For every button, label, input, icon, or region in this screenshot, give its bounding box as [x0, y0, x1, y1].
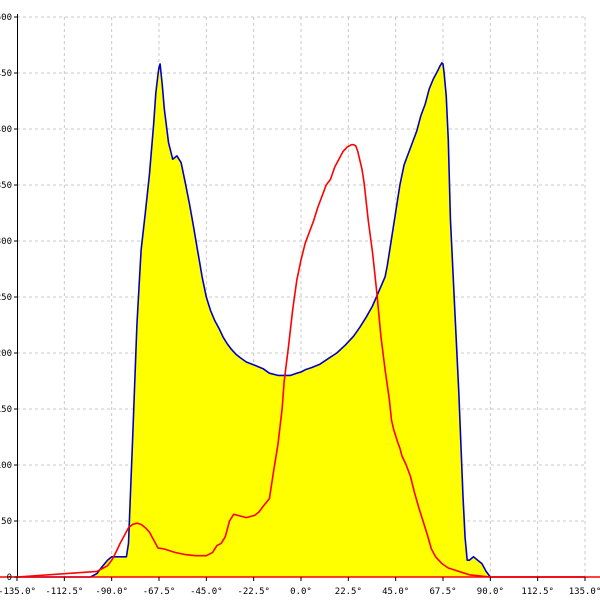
y-tick-label: 0	[7, 573, 12, 583]
x-tick-label: 45.0°	[382, 587, 409, 597]
x-tick-label: -45.0°	[190, 587, 223, 597]
x-tick-label: 135.0°	[569, 587, 600, 597]
series-2-line	[16, 143, 585, 578]
y-tick-label: 200	[0, 349, 12, 359]
y-tick-label: 500	[0, 13, 12, 23]
series-1-line	[17, 62, 585, 578]
axes	[0, 14, 600, 578]
x-tick-label: 90.0°	[477, 587, 504, 597]
y-tick-label: 400	[0, 125, 12, 135]
x-tick-label: 0.0°	[290, 587, 312, 597]
series-lines	[16, 62, 585, 578]
y-tick-label: 50	[1, 517, 12, 527]
x-tick-label: -67.5°	[143, 587, 176, 597]
x-tick-label: 67.5°	[429, 587, 456, 597]
y-tick-label: 450	[0, 69, 12, 79]
x-tick-label: -112.5°	[45, 587, 83, 597]
x-tick-label: 112.5°	[521, 587, 554, 597]
y-tick-label: 350	[0, 181, 12, 191]
x-tick-label: -90.0°	[95, 587, 128, 597]
y-tick-label: 100	[0, 461, 12, 471]
y-tick-label: 300	[0, 237, 12, 247]
series-1-area	[17, 62, 585, 577]
x-tick-label: -22.5°	[237, 587, 270, 597]
x-tick-label: -135.0°	[0, 587, 36, 597]
y-tick-labels: 0 50 100 150 200 250 300 350 400 450 500	[0, 13, 17, 583]
y-tick-label: 250	[0, 293, 12, 303]
x-tick-label: 22.5°	[335, 587, 362, 597]
x-tick-labels: -135.0° -112.5° -90.0° -67.5° -45.0° -22.5° 0.…	[0, 577, 600, 597]
series-area-fill	[17, 62, 585, 577]
y-tick-label: 150	[0, 405, 12, 415]
